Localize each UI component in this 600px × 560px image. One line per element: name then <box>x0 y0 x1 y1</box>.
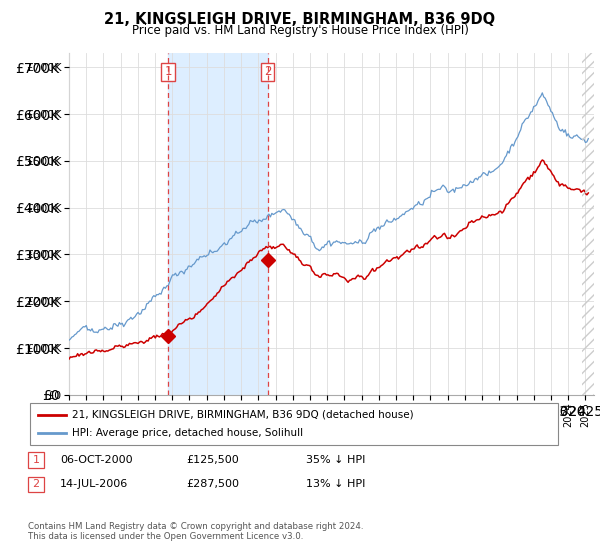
Text: 2: 2 <box>264 66 271 78</box>
Text: This data is licensed under the Open Government Licence v3.0.: This data is licensed under the Open Gov… <box>28 532 304 541</box>
Text: 35% ↓ HPI: 35% ↓ HPI <box>306 455 365 465</box>
Bar <box>582 53 594 395</box>
Text: 14-JUL-2006: 14-JUL-2006 <box>60 479 128 489</box>
Text: 21, KINGSLEIGH DRIVE, BIRMINGHAM, B36 9DQ: 21, KINGSLEIGH DRIVE, BIRMINGHAM, B36 9D… <box>104 12 496 27</box>
Text: Price paid vs. HM Land Registry's House Price Index (HPI): Price paid vs. HM Land Registry's House … <box>131 24 469 37</box>
Text: £287,500: £287,500 <box>186 479 239 489</box>
Text: 1: 1 <box>164 66 172 78</box>
Text: 2: 2 <box>32 479 40 489</box>
Bar <box>168 53 268 395</box>
Text: 21, KINGSLEIGH DRIVE, BIRMINGHAM, B36 9DQ (detached house): 21, KINGSLEIGH DRIVE, BIRMINGHAM, B36 9D… <box>72 410 413 420</box>
Text: HPI: Average price, detached house, Solihull: HPI: Average price, detached house, Soli… <box>72 428 303 438</box>
Text: 06-OCT-2000: 06-OCT-2000 <box>60 455 133 465</box>
Text: £125,500: £125,500 <box>186 455 239 465</box>
Text: Contains HM Land Registry data © Crown copyright and database right 2024.: Contains HM Land Registry data © Crown c… <box>28 522 364 531</box>
Text: 13% ↓ HPI: 13% ↓ HPI <box>306 479 365 489</box>
Text: 1: 1 <box>32 455 40 465</box>
